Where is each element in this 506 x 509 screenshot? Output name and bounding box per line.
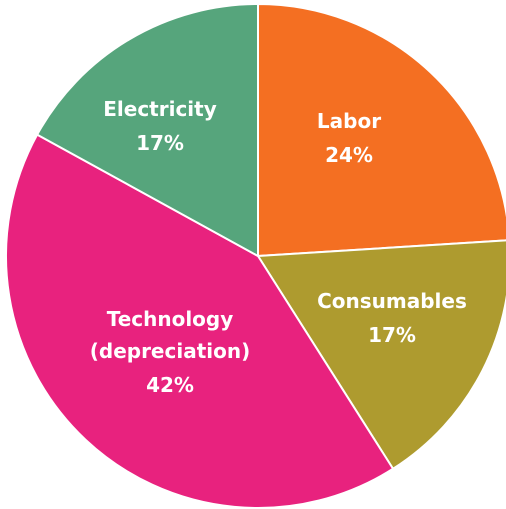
slice-electricity-value: 17% <box>136 131 184 155</box>
pie-labels: Labor 24% Consumables 17% Technology (depreci… <box>90 97 467 397</box>
slice-technology-depreciation-value: 42% <box>146 373 194 397</box>
slice-technology-depreciation <box>5 133 395 509</box>
slice-electricity <box>35 2 259 258</box>
slice-consumables-value: 17% <box>368 323 416 347</box>
slice-labor-label: Labor 24% <box>317 109 381 167</box>
pie-slices <box>5 2 506 509</box>
slice-labor-value: 24% <box>325 143 373 167</box>
slice-electricity-label: Electricity 17% <box>103 97 217 155</box>
slice-consumables-label: Consumables 17% <box>317 289 467 347</box>
slice-labor <box>257 2 506 258</box>
slice-consumables <box>256 239 506 471</box>
slice-technology-depreciation-label: Technology (depreciation) 42% <box>90 307 251 397</box>
